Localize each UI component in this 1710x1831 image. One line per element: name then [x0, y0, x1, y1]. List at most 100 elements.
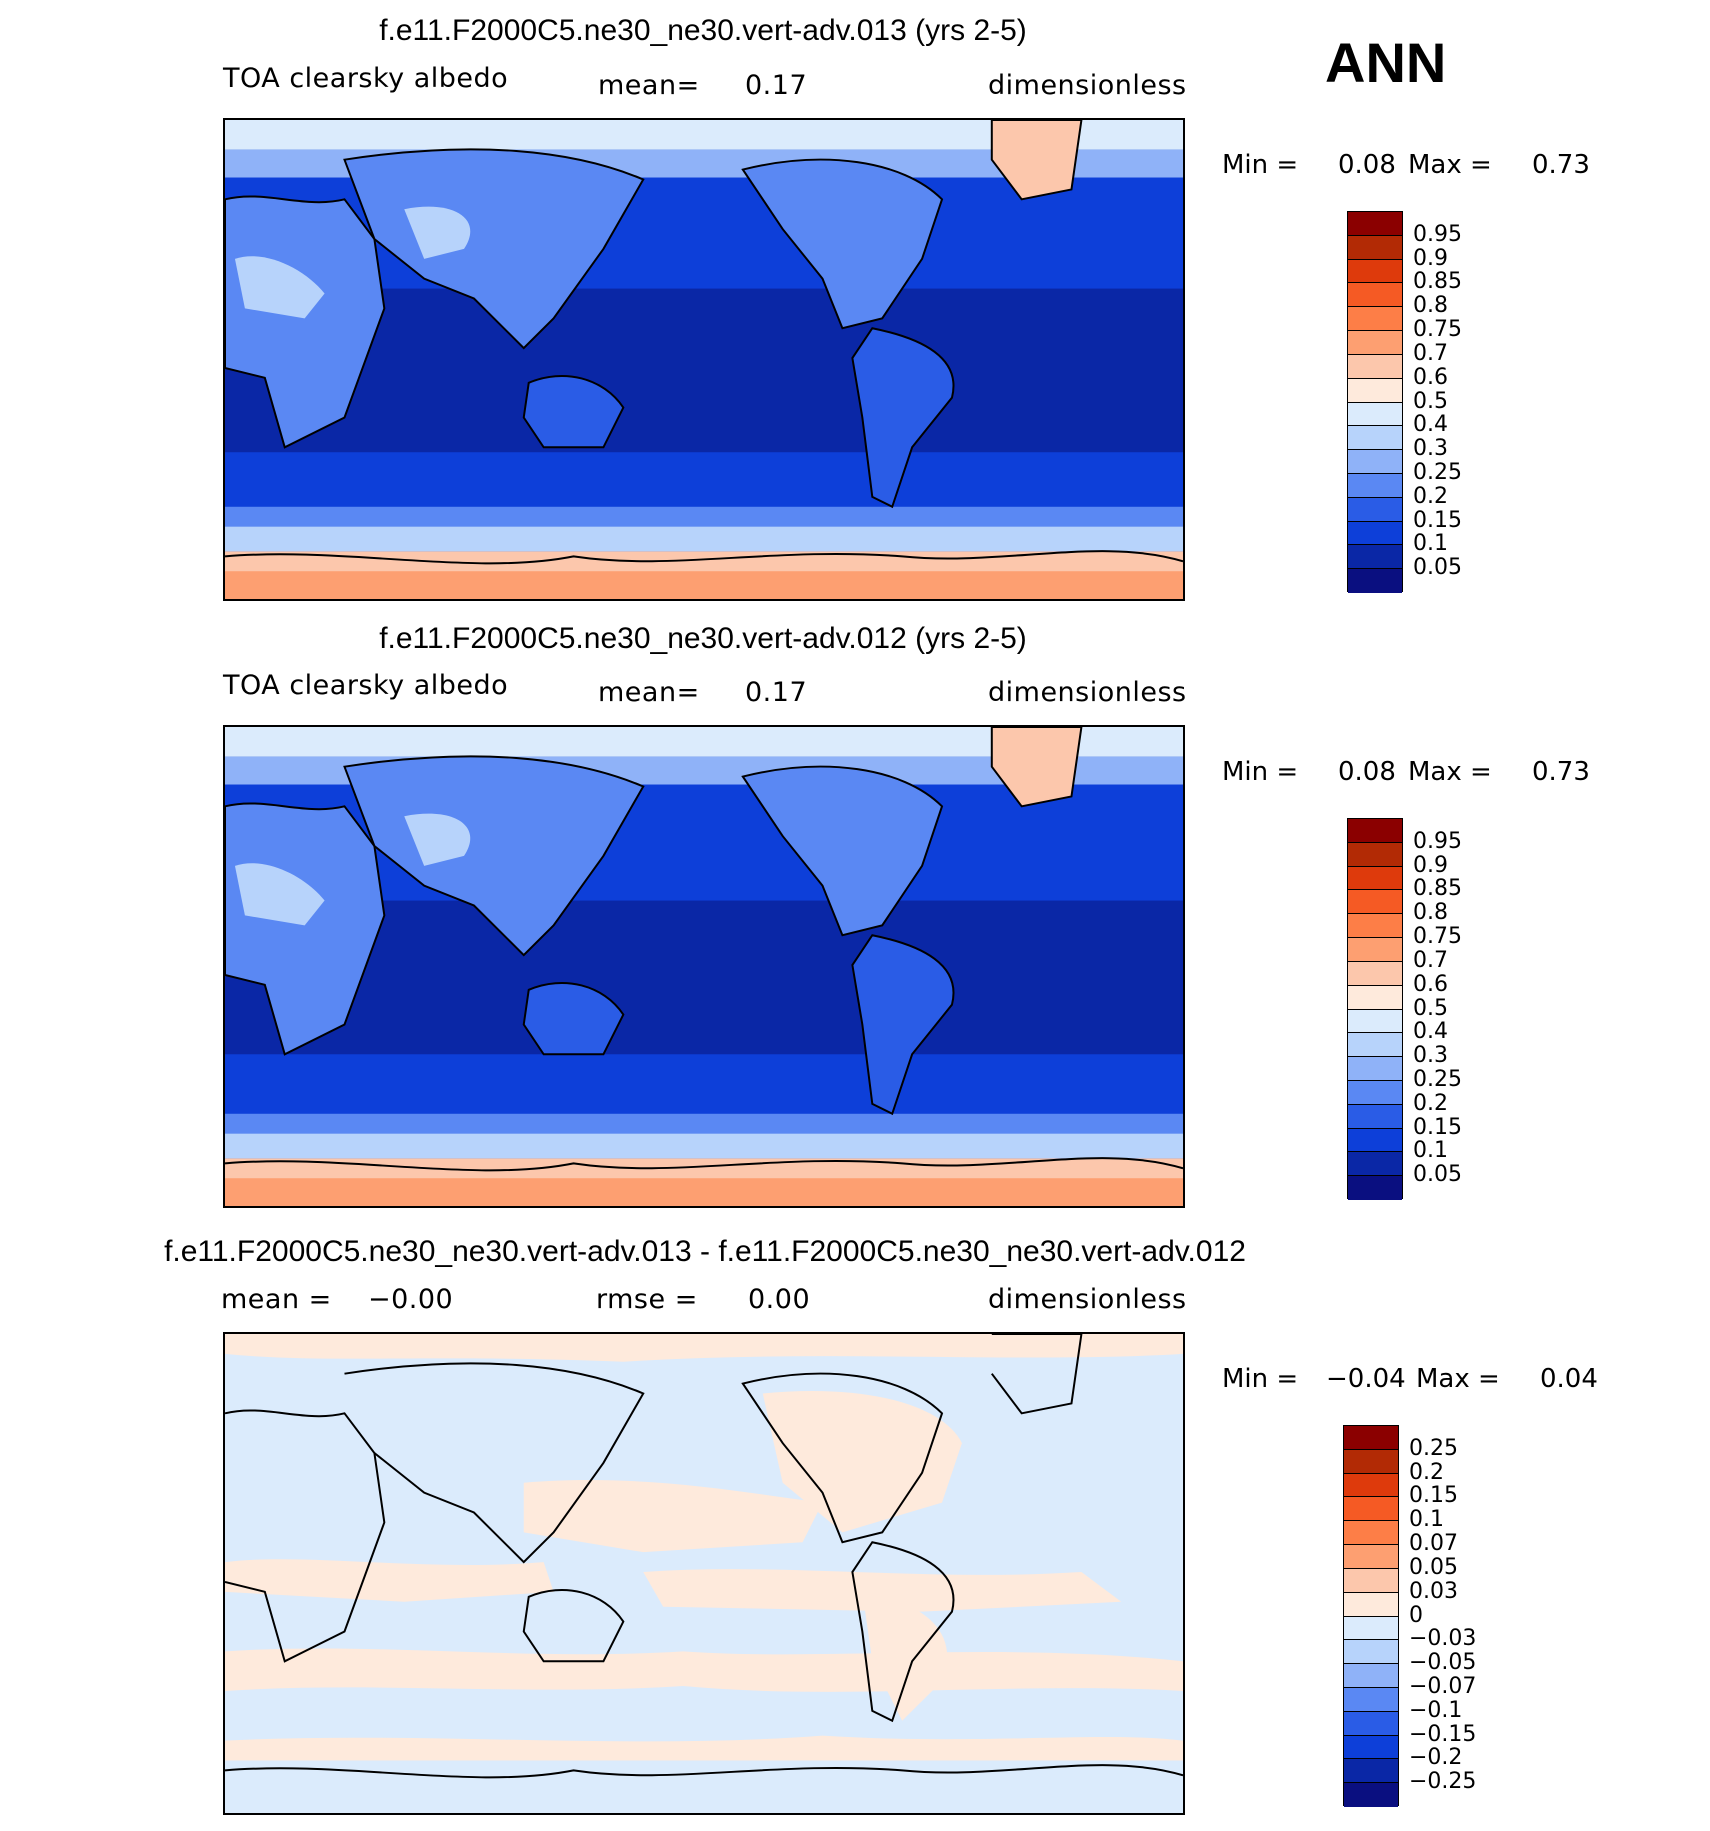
greenland-land [990, 727, 1083, 808]
colorbar-tick-label: 0.5 [1413, 388, 1448, 414]
difference-map [223, 1332, 1185, 1815]
max-value: 0.73 [1532, 757, 1590, 787]
colorbar-tick-label: −0.05 [1409, 1650, 1477, 1676]
colorbar [1347, 211, 1403, 593]
colorbar-swatch [1344, 1711, 1398, 1736]
south-america-coast [851, 1541, 955, 1723]
mean-label: mean= [598, 677, 700, 708]
units-label: dimensionless [988, 1284, 1187, 1315]
colorbar-swatch [1348, 545, 1402, 570]
colorbar-swatch [1344, 1497, 1398, 1522]
north-america-land [741, 158, 944, 330]
antarctica-coast [225, 550, 1183, 565]
colorbar-tick-label: 0.8 [1413, 900, 1448, 926]
mean-value: −0.00 [368, 1284, 454, 1315]
colorbar-tick-label: 0.4 [1413, 412, 1448, 438]
colorbar-tick-label: 0.25 [1413, 1066, 1462, 1092]
colorbar-swatch [1344, 1545, 1398, 1569]
max-value: 0.73 [1532, 150, 1590, 180]
colorbar-swatch [1348, 985, 1402, 1010]
mean-value: 0.17 [745, 70, 808, 101]
map-field [225, 120, 1183, 599]
north-america-land [741, 765, 944, 937]
colorbar-swatch [1348, 1176, 1402, 1200]
tropical-band [225, 288, 1183, 453]
colorbar-tick-label: 0.25 [1409, 1435, 1458, 1461]
tibet-field [404, 206, 471, 259]
positive-patch [225, 1648, 1183, 1692]
colorbar-tick-label: 0.95 [1413, 221, 1462, 247]
min-value: −0.04 [1326, 1364, 1406, 1394]
colorbar-tick-label: 0.1 [1409, 1507, 1444, 1533]
rmse-label: rmse = [596, 1284, 698, 1315]
australia-land [522, 375, 625, 449]
colorbar-swatch [1344, 1592, 1398, 1617]
colorbar-swatch [1348, 378, 1402, 403]
panel-title: f.e11.F2000C5.ne30_ne30.vert-adv.012 (yr… [379, 622, 1027, 655]
mean-value: 0.17 [745, 677, 808, 708]
colorbar-tick-label: 0.2 [1413, 1090, 1448, 1116]
colorbar-tick-label: 0.8 [1413, 293, 1448, 319]
variable-label: TOA clearsky albedo [223, 670, 509, 701]
sahara-field [234, 256, 325, 319]
mean-label: mean = [221, 1284, 332, 1315]
colorbar-swatch [1348, 1080, 1402, 1105]
colorbar-swatch [1344, 1759, 1398, 1784]
north-america-coast [741, 1372, 944, 1544]
south-america-land [851, 934, 955, 1116]
colorbar-swatch [1348, 450, 1402, 474]
colorbar-tick-label: 0.2 [1409, 1459, 1444, 1485]
antarctica-coast [225, 1764, 1183, 1779]
colorbar-swatch [1344, 1640, 1398, 1665]
min-value: 0.08 [1338, 757, 1396, 787]
colorbar-tick-label: −0.15 [1409, 1721, 1477, 1747]
sahara-field [234, 863, 325, 926]
colorbar-tick-label: 0.75 [1413, 317, 1462, 343]
colorbar-swatch [1344, 1568, 1398, 1593]
colorbar-tick-label: 0.3 [1413, 436, 1448, 462]
tropical-band [225, 900, 1183, 1055]
min-label: Min = [1222, 1364, 1299, 1394]
rmse-value: 0.00 [748, 1284, 811, 1315]
colorbar-tick-label: 0.9 [1413, 852, 1448, 878]
colorbar-swatch [1348, 1152, 1402, 1177]
max-label: Max = [1408, 150, 1492, 180]
colorbar-swatch [1348, 914, 1402, 939]
colorbar-tick-label: 0.85 [1413, 876, 1462, 902]
colorbar-swatch [1344, 1449, 1398, 1474]
colorbar-tick-label: 0 [1409, 1602, 1423, 1628]
colorbar-swatch [1348, 1009, 1402, 1034]
greenland-coast [991, 1334, 1083, 1415]
colorbar-swatch [1348, 1033, 1402, 1058]
colorbar [1347, 818, 1403, 1200]
mean-label: mean= [598, 70, 700, 101]
colorbar-tick-label: 0.9 [1413, 245, 1448, 271]
colorbar-swatch [1344, 1735, 1398, 1760]
colorbar-tick-label: −0.07 [1409, 1673, 1477, 1699]
colorbar-swatch [1348, 331, 1402, 355]
tibet-field [404, 813, 471, 866]
colorbar-swatch [1348, 212, 1402, 236]
australia-coast [522, 1589, 625, 1663]
colorbar-swatch [1344, 1687, 1398, 1712]
colorbar-tick-label: 0.6 [1413, 364, 1448, 390]
panel-title: f.e11.F2000C5.ne30_ne30.vert-adv.013 (yr… [379, 14, 1027, 47]
southern-band-2 [225, 1133, 1183, 1159]
colorbar-tick-label: 0.1 [1413, 1138, 1448, 1164]
colorbar-swatch [1348, 1104, 1402, 1129]
colorbar-swatch [1348, 283, 1402, 308]
colorbar-tick-label: 0.5 [1413, 995, 1448, 1021]
colorbar-tick-label: −0.03 [1409, 1626, 1477, 1652]
australia-land [522, 982, 625, 1056]
colorbar-swatch [1348, 402, 1402, 427]
positive-patch [523, 1480, 823, 1553]
variable-label: TOA clearsky albedo [223, 63, 509, 94]
colorbar-swatch [1348, 354, 1402, 379]
colorbar-swatch [1344, 1664, 1398, 1688]
positive-patch [225, 1334, 1183, 1362]
colorbar-swatch [1348, 866, 1402, 891]
colorbar-swatch [1348, 521, 1402, 546]
colorbar-swatch [1348, 1057, 1402, 1081]
colorbar-swatch [1348, 1128, 1402, 1153]
colorbar-swatch [1348, 819, 1402, 843]
